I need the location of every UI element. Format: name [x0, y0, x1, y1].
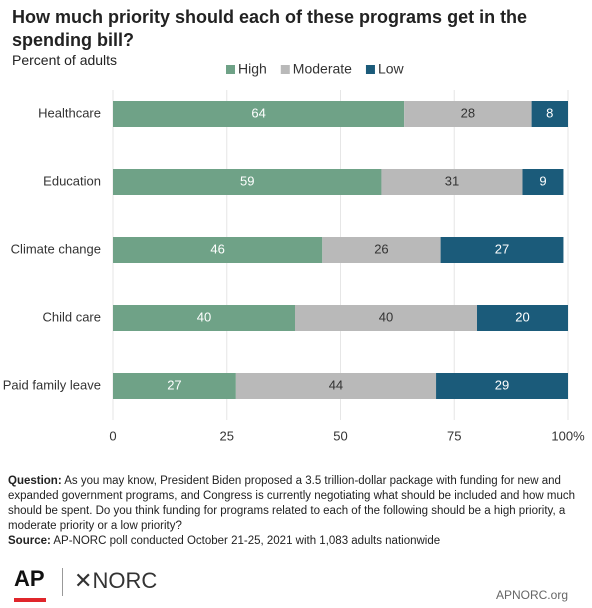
legend-label: Moderate	[293, 61, 352, 77]
chart: 0 25 50 75 100% High Moderate Low Healthcare 64 28…	[3, 61, 585, 444]
bar-segment	[404, 101, 532, 127]
value-label: 44	[329, 377, 343, 392]
bar-segment	[235, 373, 437, 399]
bar-segment	[113, 373, 236, 399]
x-tick-label: 50	[333, 428, 347, 443]
legend-swatch	[280, 65, 290, 74]
value-label: 31	[445, 173, 459, 188]
logo-ap: AP	[14, 566, 45, 591]
bar-segment	[295, 305, 477, 331]
value-label: 27	[167, 377, 181, 392]
value-label: 46	[210, 241, 224, 256]
y-tick-label: Paid family leave	[3, 377, 101, 392]
value-label: 64	[251, 105, 265, 120]
value-label: 27	[495, 241, 509, 256]
bar-segment	[440, 237, 564, 263]
logo-norc: ✕NORC	[74, 568, 158, 593]
x-tick-label: 25	[220, 428, 234, 443]
logo-norc-text: NORC	[92, 568, 158, 593]
bar-segment	[113, 169, 382, 195]
value-label: 59	[240, 173, 254, 188]
x-tick-label: 100%	[551, 428, 585, 443]
source-label: Source:	[8, 535, 51, 547]
y-tick-label: Healthcare	[38, 105, 101, 120]
legend-swatch	[226, 65, 235, 74]
source-text: AP-NORC poll conducted October 21-25, 20…	[53, 535, 441, 547]
y-tick-label: Child care	[42, 309, 101, 324]
chart-subtitle: Percent of adults	[12, 52, 118, 68]
y-tick-label: Education	[43, 173, 101, 188]
question-text: As you may know, President Biden propose…	[8, 475, 576, 532]
y-tick-label: Climate change	[11, 241, 101, 256]
bar-segment	[322, 237, 441, 263]
site-link: APNORC.org	[495, 588, 568, 602]
bar-segment	[477, 305, 568, 331]
bar-segment	[522, 169, 564, 195]
value-label: 26	[374, 241, 388, 256]
bar-segment	[531, 101, 568, 127]
bar-segment	[113, 305, 295, 331]
value-label: 8	[546, 105, 553, 120]
value-label: 9	[539, 173, 546, 188]
value-label: 20	[515, 309, 529, 324]
value-label: 29	[495, 377, 509, 392]
footnote: Question: As you may know, President Bid…	[8, 474, 580, 549]
x-tick-label: 0	[109, 428, 116, 443]
bar-segment	[113, 237, 323, 263]
value-label: 40	[197, 309, 211, 324]
legend-label: High	[238, 61, 267, 77]
logo-bar	[14, 598, 46, 602]
x-tick-label: 75	[447, 428, 461, 443]
bar-segment	[381, 169, 523, 195]
legend-label: Low	[378, 61, 405, 77]
question-label: Question:	[8, 475, 62, 487]
chart-title: How much priority should each of these p…	[12, 7, 528, 50]
separator	[62, 568, 63, 596]
bar-segment	[113, 101, 405, 127]
source: Source: AP-NORC poll conducted October 2…	[8, 534, 580, 549]
bar-segment	[436, 373, 568, 399]
legend-swatch	[365, 65, 375, 74]
question: Question: As you may know, President Bid…	[8, 474, 580, 534]
value-label: 28	[461, 105, 475, 120]
value-label: 40	[379, 309, 393, 324]
